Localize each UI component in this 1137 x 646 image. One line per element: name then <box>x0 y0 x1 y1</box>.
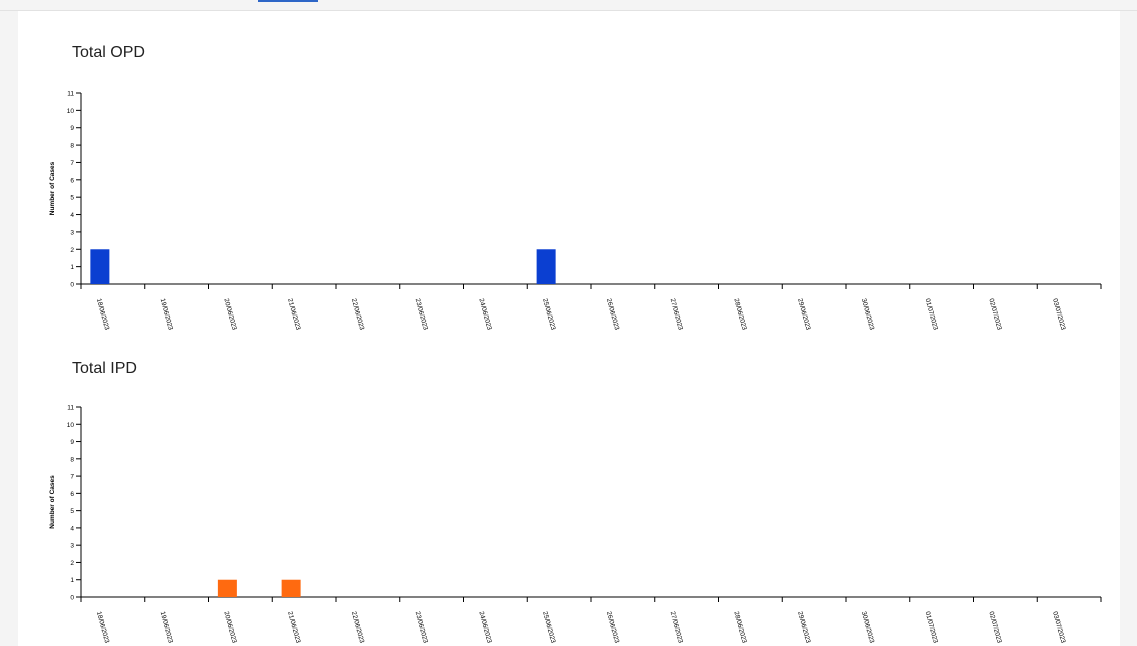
x-tick-label: 03/07/2023 <box>1051 298 1066 332</box>
x-tick-label: 25/06/2023 <box>541 611 556 645</box>
y-tick-label: 8 <box>70 456 74 463</box>
y-tick-label: 0 <box>70 282 74 289</box>
charts-panel: Total OPD 0 1 2 3 4 5 6 7 8 9 10 11 Number of Cases 1… <box>18 11 1120 646</box>
x-tick-label: 29/06/2023 <box>796 298 811 332</box>
x-tick-label: 02/07/2023 <box>987 298 1002 332</box>
y-tick-label: 11 <box>67 91 74 98</box>
y-tick-label: 5 <box>70 195 74 202</box>
x-tick-label: 02/07/2023 <box>987 611 1002 645</box>
x-tick-label: 22/06/2023 <box>350 298 365 332</box>
top-toolbar <box>0 0 1137 11</box>
x-tick-label: 21/06/2023 <box>286 298 301 332</box>
opd-chart-section: Total OPD 0 1 2 3 4 5 6 7 8 9 10 11 Number of Cases 1… <box>18 11 1120 351</box>
bar <box>281 579 301 597</box>
x-tick-label: 19/06/2023 <box>159 298 174 332</box>
x-tick-label: 18/06/2023 <box>95 611 110 645</box>
y-axis-label: Number of Cases <box>49 475 56 529</box>
x-tick-label: 18/06/2023 <box>95 298 110 332</box>
y-tick-label: 7 <box>70 474 74 481</box>
x-tick-label: 21/06/2023 <box>286 611 301 645</box>
y-tick-label: 5 <box>70 508 74 515</box>
x-tick-label: 23/06/2023 <box>414 611 429 645</box>
x-tick-label: 26/06/2023 <box>605 611 620 645</box>
x-tick-label: 25/06/2023 <box>541 298 556 332</box>
x-tick-label: 29/06/2023 <box>796 611 811 645</box>
ipd-chart-section: Total IPD 0 1 2 3 4 5 6 7 8 9 10 11 Number of Cases 1… <box>18 329 1120 646</box>
opd-bar-chart: 0 1 2 3 4 5 6 7 8 9 10 11 Number of Cases 18/06/2023 1… <box>49 91 1102 332</box>
x-tick-label: 30/06/2023 <box>860 611 875 645</box>
x-tick-label: 27/06/2023 <box>669 611 684 645</box>
x-tick-label: 01/07/2023 <box>924 298 939 332</box>
y-tick-label: 6 <box>70 177 74 184</box>
y-tick-label: 10 <box>67 422 75 429</box>
y-tick-label: 3 <box>70 543 74 550</box>
active-tab-indicator[interactable] <box>258 0 318 2</box>
x-tick-label: 20/06/2023 <box>222 298 237 332</box>
y-tick-label: 2 <box>70 560 74 567</box>
bar <box>536 249 556 284</box>
x-tick-label: 03/07/2023 <box>1051 611 1066 645</box>
y-tick-label: 7 <box>70 160 74 167</box>
x-tick-label: 28/06/2023 <box>732 611 747 645</box>
x-tick-label: 22/06/2023 <box>350 611 365 645</box>
bar <box>217 579 237 597</box>
y-tick-label: 10 <box>67 108 75 115</box>
y-axis-label: Number of Cases <box>49 161 56 215</box>
x-tick-label: 01/07/2023 <box>924 611 939 645</box>
y-tick-label: 3 <box>70 229 74 236</box>
y-tick-label: 1 <box>70 264 74 271</box>
x-tick-label: 24/06/2023 <box>477 611 492 645</box>
x-tick-label: 20/06/2023 <box>222 611 237 645</box>
y-tick-label: 6 <box>70 491 74 498</box>
x-tick-label: 27/06/2023 <box>669 298 684 332</box>
x-tick-label: 23/06/2023 <box>414 298 429 332</box>
opd-chart-title: Total OPD <box>72 44 145 61</box>
y-tick-label: 9 <box>70 439 74 446</box>
y-tick-label: 9 <box>70 125 74 132</box>
y-tick-label: 2 <box>70 247 74 254</box>
ipd-bar-chart: 0 1 2 3 4 5 6 7 8 9 10 11 Number of Cases 18/06/2023 1… <box>49 405 1102 645</box>
x-tick-label: 30/06/2023 <box>860 298 875 332</box>
y-tick-label: 11 <box>67 405 74 412</box>
y-tick-label: 8 <box>70 143 74 150</box>
y-tick-label: 4 <box>70 212 74 219</box>
ipd-chart-title: Total IPD <box>72 360 137 377</box>
x-tick-label: 19/06/2023 <box>159 611 174 645</box>
bar <box>90 249 110 284</box>
y-tick-label: 0 <box>70 595 74 602</box>
y-tick-label: 4 <box>70 525 74 532</box>
x-tick-label: 26/06/2023 <box>605 298 620 332</box>
y-tick-label: 1 <box>70 577 74 584</box>
x-tick-label: 28/06/2023 <box>732 298 747 332</box>
x-tick-label: 24/06/2023 <box>477 298 492 332</box>
